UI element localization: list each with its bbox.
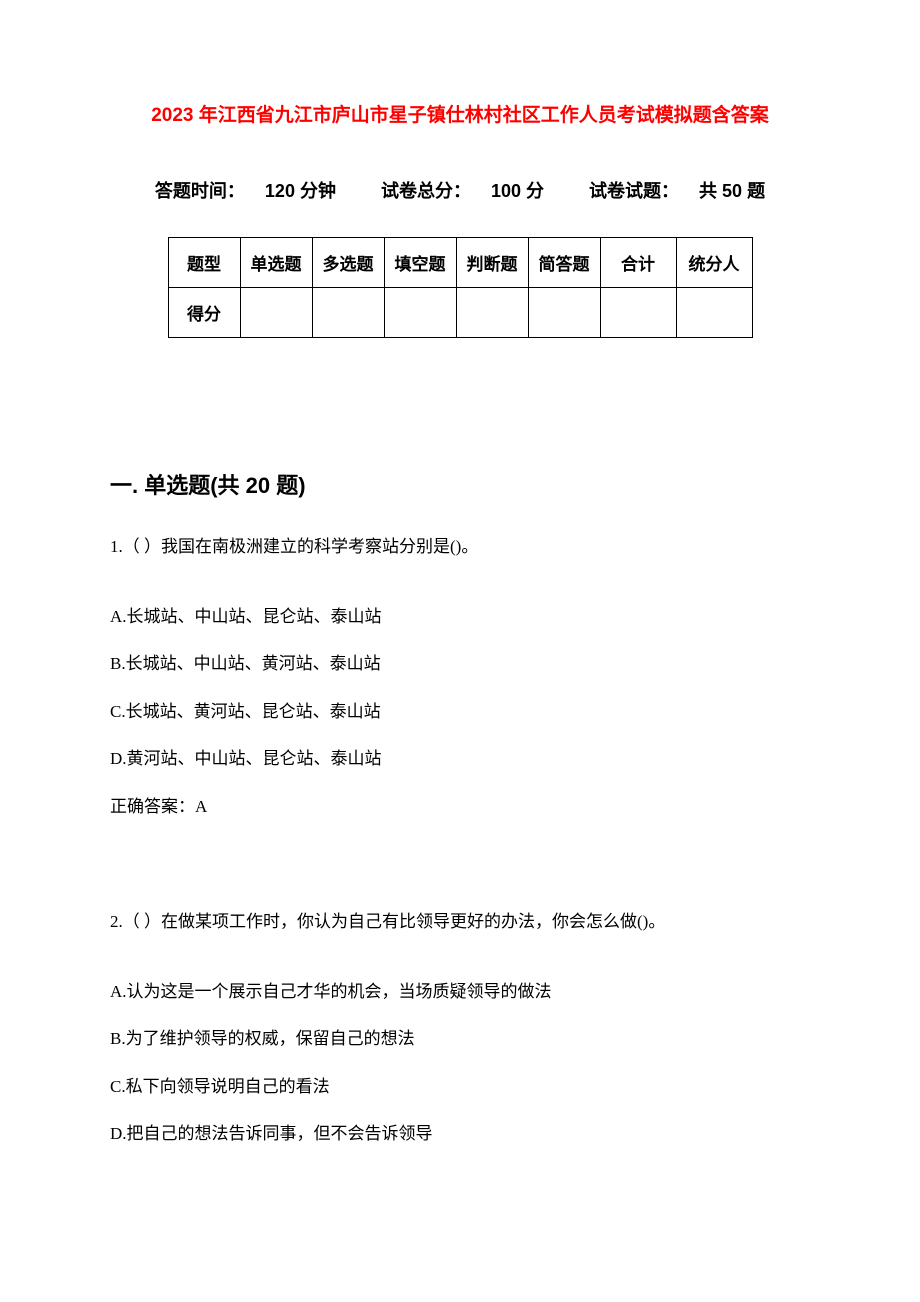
col-header: 多选题 [312, 238, 384, 288]
meta-time-label: 答题时间： [155, 181, 245, 201]
meta-time-value: 120 分钟 [265, 181, 336, 201]
section-heading: 一. 单选题(共 20 题) [110, 468, 810, 500]
question-option: B.长城站、中山站、黄河站、泰山站 [110, 651, 810, 677]
question-answer: 正确答案：A [110, 794, 810, 820]
score-cell [240, 288, 312, 338]
score-cell [384, 288, 456, 338]
question-option: C.私下向领导说明自己的看法 [110, 1074, 810, 1100]
question-option: B.为了维护领导的权威，保留自己的想法 [110, 1026, 810, 1052]
meta-total-label: 试卷总分： [381, 181, 471, 201]
row-label-type: 题型 [168, 238, 240, 288]
col-header: 判断题 [456, 238, 528, 288]
col-header: 统分人 [676, 238, 752, 288]
col-header: 简答题 [528, 238, 600, 288]
question-option: D.把自己的想法告诉同事，但不会告诉领导 [110, 1121, 810, 1147]
col-header: 填空题 [384, 238, 456, 288]
meta-count-label: 试卷试题： [589, 181, 679, 201]
meta-count-value: 共 50 题 [699, 181, 765, 201]
exam-title: 2023 年江西省九江市庐山市星子镇仕林村社区工作人员考试模拟题含答案 [110, 100, 810, 127]
meta-time: 答题时间： 120 分钟 [145, 181, 346, 201]
col-header: 单选题 [240, 238, 312, 288]
question-option: A.长城站、中山站、昆仑站、泰山站 [110, 604, 810, 630]
score-table: 题型 单选题 多选题 填空题 判断题 简答题 合计 统分人 得分 [168, 237, 753, 338]
question-option: C.长城站、黄河站、昆仑站、泰山站 [110, 699, 810, 725]
question-block: 2.（ ）在做某项工作时，你认为自己有比领导更好的办法，你会怎么做()。 A.认… [110, 909, 810, 1147]
score-cell [600, 288, 676, 338]
meta-count: 试卷试题： 共 50 题 [579, 181, 775, 201]
meta-total-value: 100 分 [491, 181, 544, 201]
question-stem: 2.（ ）在做某项工作时，你认为自己有比领导更好的办法，你会怎么做()。 [110, 909, 810, 935]
score-cell [676, 288, 752, 338]
score-cell [528, 288, 600, 338]
question-stem: 1.（ ）我国在南极洲建立的科学考察站分别是()。 [110, 534, 810, 560]
question-option: A.认为这是一个展示自己才华的机会，当场质疑领导的做法 [110, 979, 810, 1005]
row-label-score: 得分 [168, 288, 240, 338]
question-block: 1.（ ）我国在南极洲建立的科学考察站分别是()。 A.长城站、中山站、昆仑站、… [110, 534, 810, 819]
score-cell [456, 288, 528, 338]
table-row: 题型 单选题 多选题 填空题 判断题 简答题 合计 统分人 [168, 238, 752, 288]
meta-total: 试卷总分： 100 分 [371, 181, 554, 201]
score-cell [312, 288, 384, 338]
question-option: D.黄河站、中山站、昆仑站、泰山站 [110, 746, 810, 772]
exam-meta: 答题时间： 120 分钟 试卷总分： 100 分 试卷试题： 共 50 题 [110, 177, 810, 203]
table-row: 得分 [168, 288, 752, 338]
col-header: 合计 [600, 238, 676, 288]
